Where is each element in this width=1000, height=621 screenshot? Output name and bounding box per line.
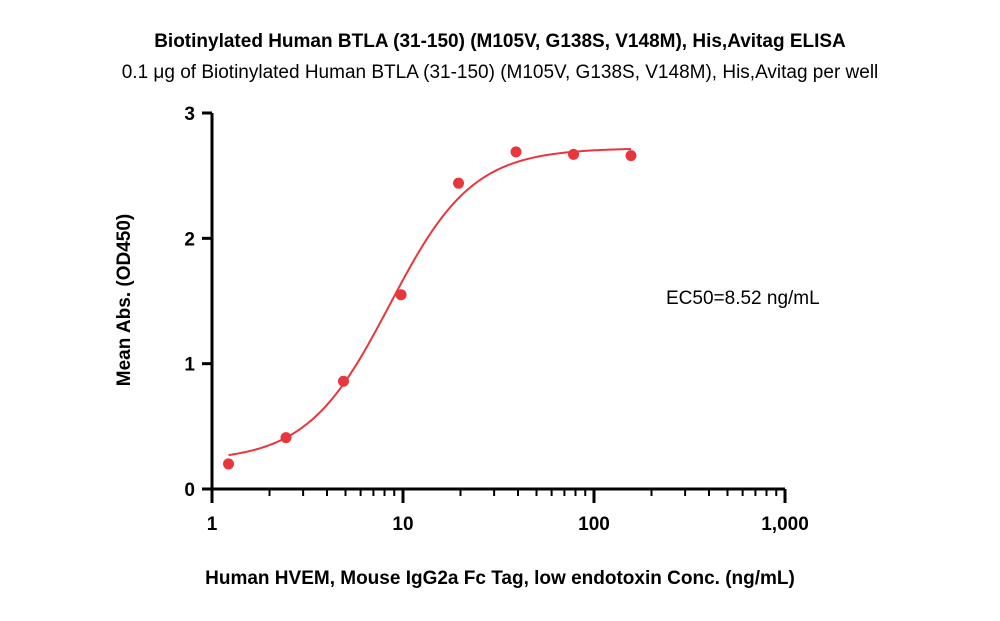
fit-layer [228,148,632,457]
x-tick-label: 1 [207,514,218,535]
x-tick-label: 1,000 [761,514,809,535]
y-tick-label: 3 [184,104,195,125]
fit-curve [228,148,632,457]
chart-subtitle: 0.1 μg of Biotinylated Human BTLA (31-15… [121,62,879,83]
chart-title: Biotinylated Human BTLA (31-150) (M105V,… [154,31,846,52]
x-axis-label: Human HVEM, Mouse IgG2a Fc Tag, low endo… [205,568,795,589]
data-point [625,150,637,162]
y-axis-label: Mean Abs. (OD450) [114,214,135,386]
x-tick-label: 100 [578,514,610,535]
y-tick-label: 0 [184,480,195,501]
points-layer [222,146,637,470]
x-tick-label: 10 [392,514,413,535]
data-point [510,146,522,158]
data-point [337,375,349,387]
data-point [568,148,580,160]
data-point [222,458,234,470]
data-point [280,432,292,444]
y-tick-label: 2 [184,229,195,250]
data-point [395,289,407,301]
ec50-annotation: EC50=8.52 ng/mL [666,288,820,309]
y-tick-label: 1 [184,355,195,376]
data-point [453,177,465,189]
